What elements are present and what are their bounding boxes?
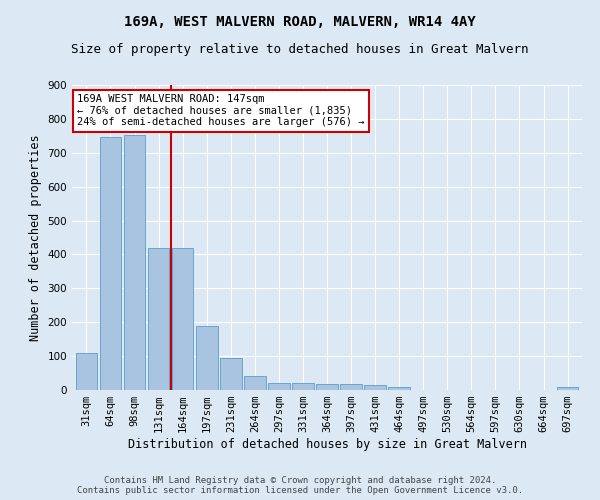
Bar bbox=[557, 388, 578, 390]
Text: Size of property relative to detached houses in Great Malvern: Size of property relative to detached ho… bbox=[71, 42, 529, 56]
Bar bbox=[388, 388, 410, 390]
Bar bbox=[172, 248, 193, 390]
Bar bbox=[220, 358, 242, 390]
Bar bbox=[316, 384, 338, 390]
Bar bbox=[292, 383, 314, 390]
Bar bbox=[124, 135, 145, 390]
Bar bbox=[100, 136, 121, 390]
Bar bbox=[76, 352, 97, 390]
Text: Contains HM Land Registry data © Crown copyright and database right 2024.
Contai: Contains HM Land Registry data © Crown c… bbox=[77, 476, 523, 495]
Bar bbox=[268, 383, 290, 390]
X-axis label: Distribution of detached houses by size in Great Malvern: Distribution of detached houses by size … bbox=[128, 438, 527, 451]
Bar bbox=[148, 248, 169, 390]
Text: 169A, WEST MALVERN ROAD, MALVERN, WR14 4AY: 169A, WEST MALVERN ROAD, MALVERN, WR14 4… bbox=[124, 15, 476, 29]
Text: 169A WEST MALVERN ROAD: 147sqm
← 76% of detached houses are smaller (1,835)
24% : 169A WEST MALVERN ROAD: 147sqm ← 76% of … bbox=[77, 94, 365, 128]
Bar bbox=[340, 384, 362, 390]
Bar bbox=[364, 385, 386, 390]
Bar bbox=[244, 376, 266, 390]
Bar bbox=[196, 326, 218, 390]
Y-axis label: Number of detached properties: Number of detached properties bbox=[29, 134, 42, 341]
